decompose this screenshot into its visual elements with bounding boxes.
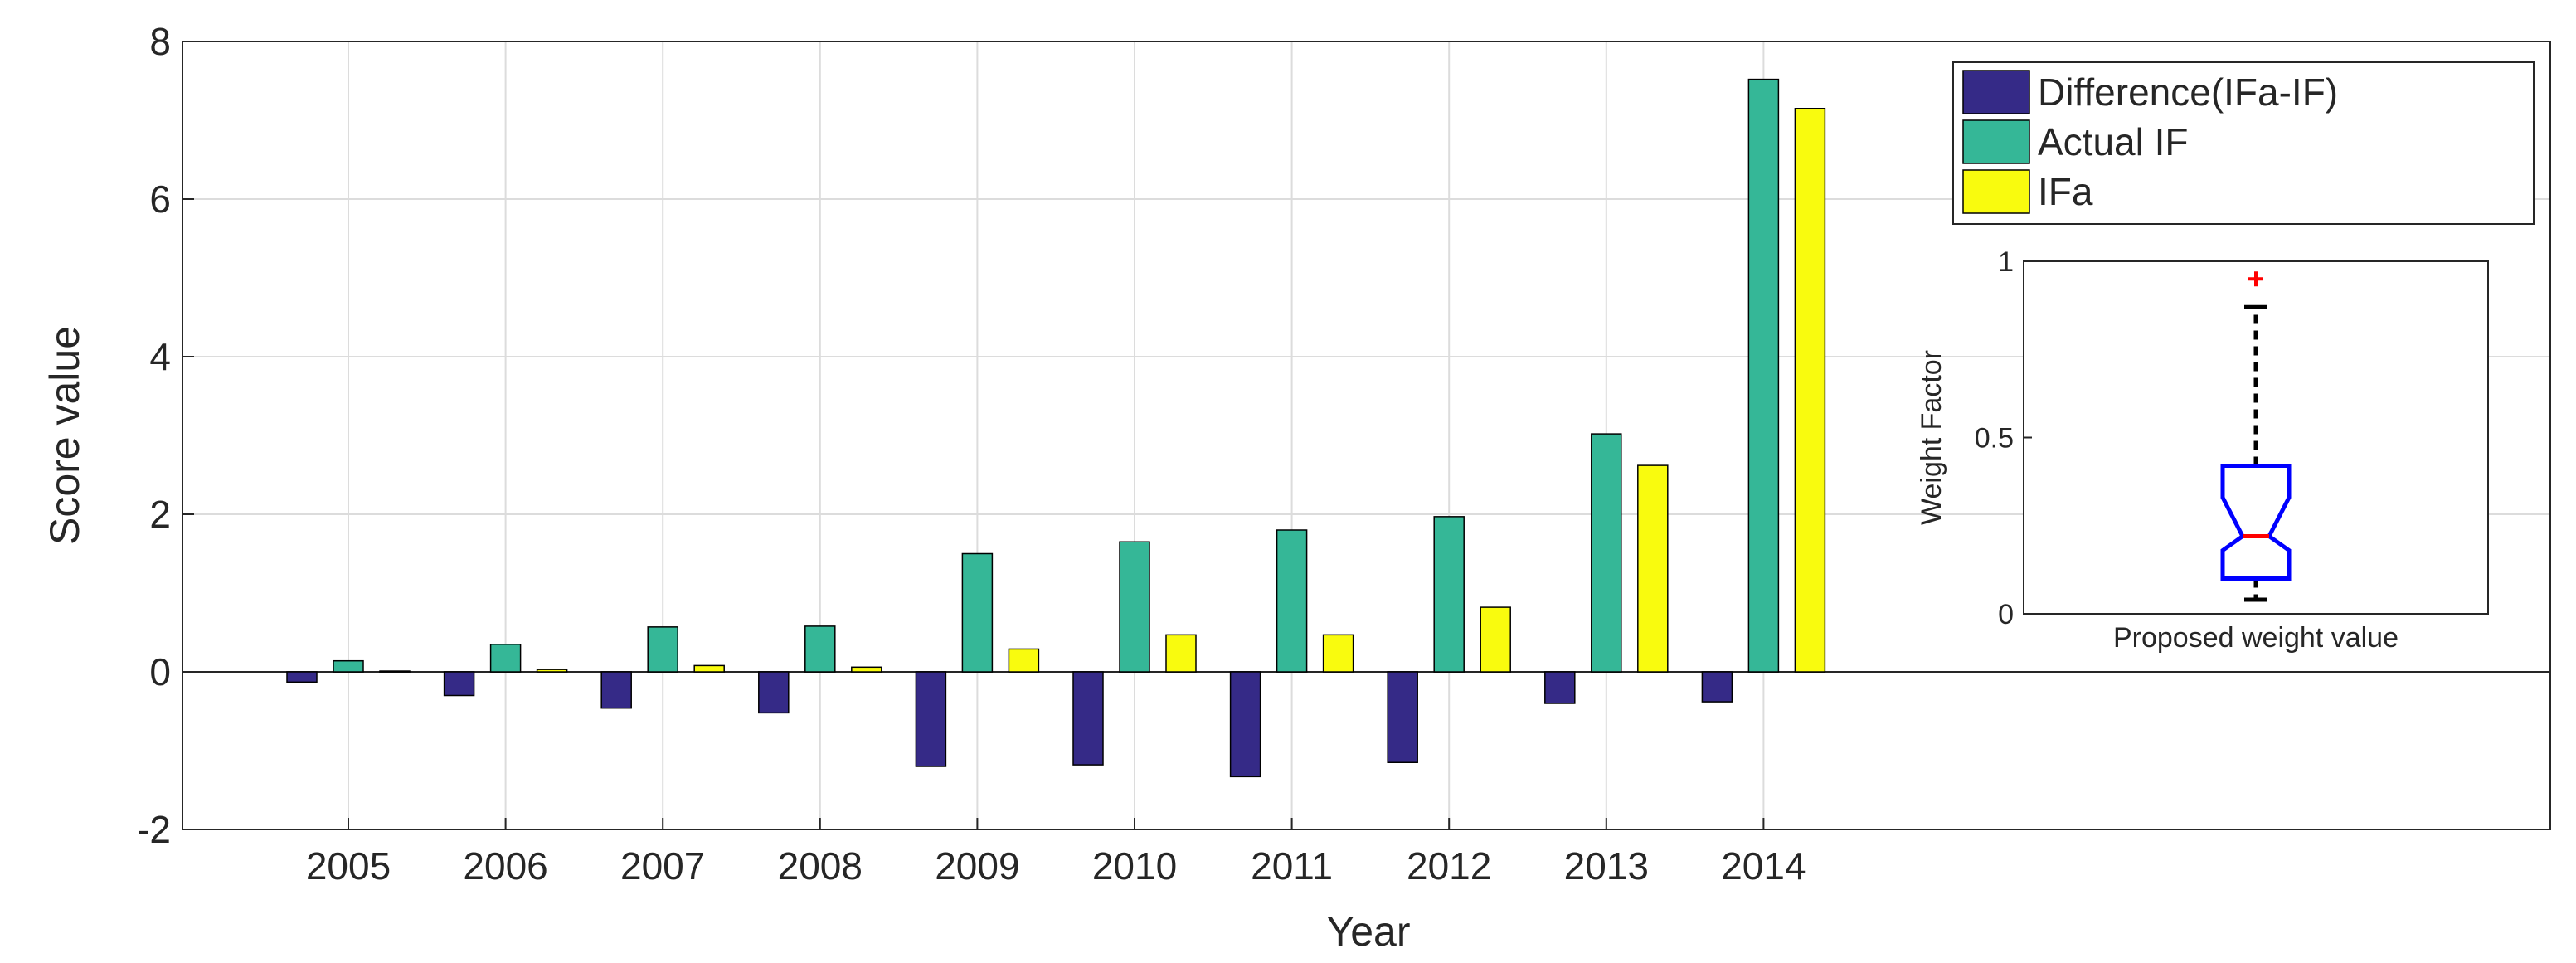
x-tick-label: 2013 bbox=[1564, 844, 1649, 888]
legend-box bbox=[1952, 61, 2535, 225]
inset-y-tick-label: 0.5 bbox=[1975, 423, 2014, 455]
x-tick-label: 2014 bbox=[1721, 844, 1806, 888]
bar-ifa-2014 bbox=[1794, 108, 1826, 673]
bar-actual-if-2006 bbox=[489, 644, 522, 673]
legend-swatch bbox=[1962, 119, 2030, 164]
x-tick-label: 2005 bbox=[306, 844, 391, 888]
legend-label: Actual IF bbox=[2038, 120, 2189, 163]
bar-actual-if-2012 bbox=[1433, 516, 1465, 673]
y-tick-label: 0 bbox=[149, 650, 171, 693]
inset-x-axis-label: Proposed weight value bbox=[2113, 622, 2399, 654]
y-tick-label: 8 bbox=[149, 20, 171, 63]
x-tick-label: 2009 bbox=[935, 844, 1019, 888]
inset-y-axis-label: Weight Factor bbox=[1916, 350, 1947, 525]
bar-difference-ifa-if-2010 bbox=[1072, 671, 1104, 766]
x-axis-label: Year bbox=[1326, 908, 1410, 955]
x-tick-label: 2007 bbox=[620, 844, 705, 888]
bar-ifa-2007 bbox=[693, 664, 725, 673]
x-tick-label: 2008 bbox=[778, 844, 863, 888]
y-axis-label: Score value bbox=[41, 326, 88, 545]
bar-actual-if-2007 bbox=[647, 626, 678, 673]
main-bars bbox=[286, 78, 1826, 778]
bar-difference-ifa-if-2007 bbox=[600, 671, 632, 709]
x-tick-label: 2011 bbox=[1251, 844, 1333, 888]
legend-swatch bbox=[1962, 70, 2030, 114]
x-tick-label: 2012 bbox=[1407, 844, 1491, 888]
bar-difference-ifa-if-2005 bbox=[286, 671, 318, 683]
bar-difference-ifa-if-2013 bbox=[1544, 671, 1576, 704]
legend-swatch bbox=[1962, 169, 2030, 214]
legend-label: IFa bbox=[2038, 170, 2093, 213]
bar-ifa-2010 bbox=[1165, 634, 1197, 673]
x-tick-label: 2006 bbox=[463, 844, 547, 888]
x-tick-label: 2010 bbox=[1092, 844, 1177, 888]
bar-ifa-2006 bbox=[536, 669, 568, 673]
bar-ifa-2009 bbox=[1008, 648, 1040, 673]
inset-y-tick-label: 1 bbox=[1998, 246, 2014, 278]
bar-actual-if-2011 bbox=[1276, 529, 1308, 673]
bar-difference-ifa-if-2009 bbox=[915, 671, 947, 767]
bar-ifa-2005 bbox=[379, 670, 411, 673]
bar-ifa-2012 bbox=[1480, 606, 1511, 673]
y-tick-label: 4 bbox=[149, 335, 171, 378]
y-tick-label: 6 bbox=[149, 178, 171, 221]
main-x-ticks: 2005 2006 2007 2008 2009 2010 2011 2012 2013 2014 bbox=[306, 818, 1806, 888]
bar-difference-ifa-if-2011 bbox=[1229, 671, 1261, 778]
y-tick-label: 2 bbox=[149, 493, 171, 536]
y-tick-label: -2 bbox=[137, 808, 171, 851]
bar-actual-if-2013 bbox=[1591, 433, 1622, 673]
bar-ifa-2011 bbox=[1322, 634, 1354, 673]
bar-actual-if-2010 bbox=[1119, 541, 1150, 673]
bar-actual-if-2008 bbox=[804, 625, 836, 673]
bar-actual-if-2009 bbox=[961, 552, 994, 673]
legend: Difference(IFa-IF) Actual IF IFa bbox=[1952, 61, 2535, 225]
inset-boxplot: 0 0.5 1 Proposed weight value Weight Factor bbox=[1916, 246, 2489, 654]
main-y-ticks: -2 0 2 4 6 8 bbox=[137, 20, 194, 851]
bar-difference-ifa-if-2014 bbox=[1701, 671, 1733, 703]
bar-difference-ifa-if-2012 bbox=[1387, 671, 1418, 763]
bar-difference-ifa-if-2008 bbox=[758, 671, 790, 714]
bar-difference-ifa-if-2006 bbox=[443, 671, 475, 697]
legend-label: Difference(IFa-IF) bbox=[2038, 71, 2338, 114]
inset-y-tick-label: 0 bbox=[1998, 599, 2014, 630]
bar-actual-if-2005 bbox=[333, 659, 364, 673]
bar-ifa-2008 bbox=[851, 666, 882, 673]
main-plot-frame bbox=[182, 41, 2551, 830]
bar-ifa-2013 bbox=[1637, 464, 1669, 673]
bar-actual-if-2014 bbox=[1747, 78, 1780, 673]
notched-box bbox=[2220, 464, 2292, 581]
inset-frame bbox=[2023, 260, 2489, 615]
